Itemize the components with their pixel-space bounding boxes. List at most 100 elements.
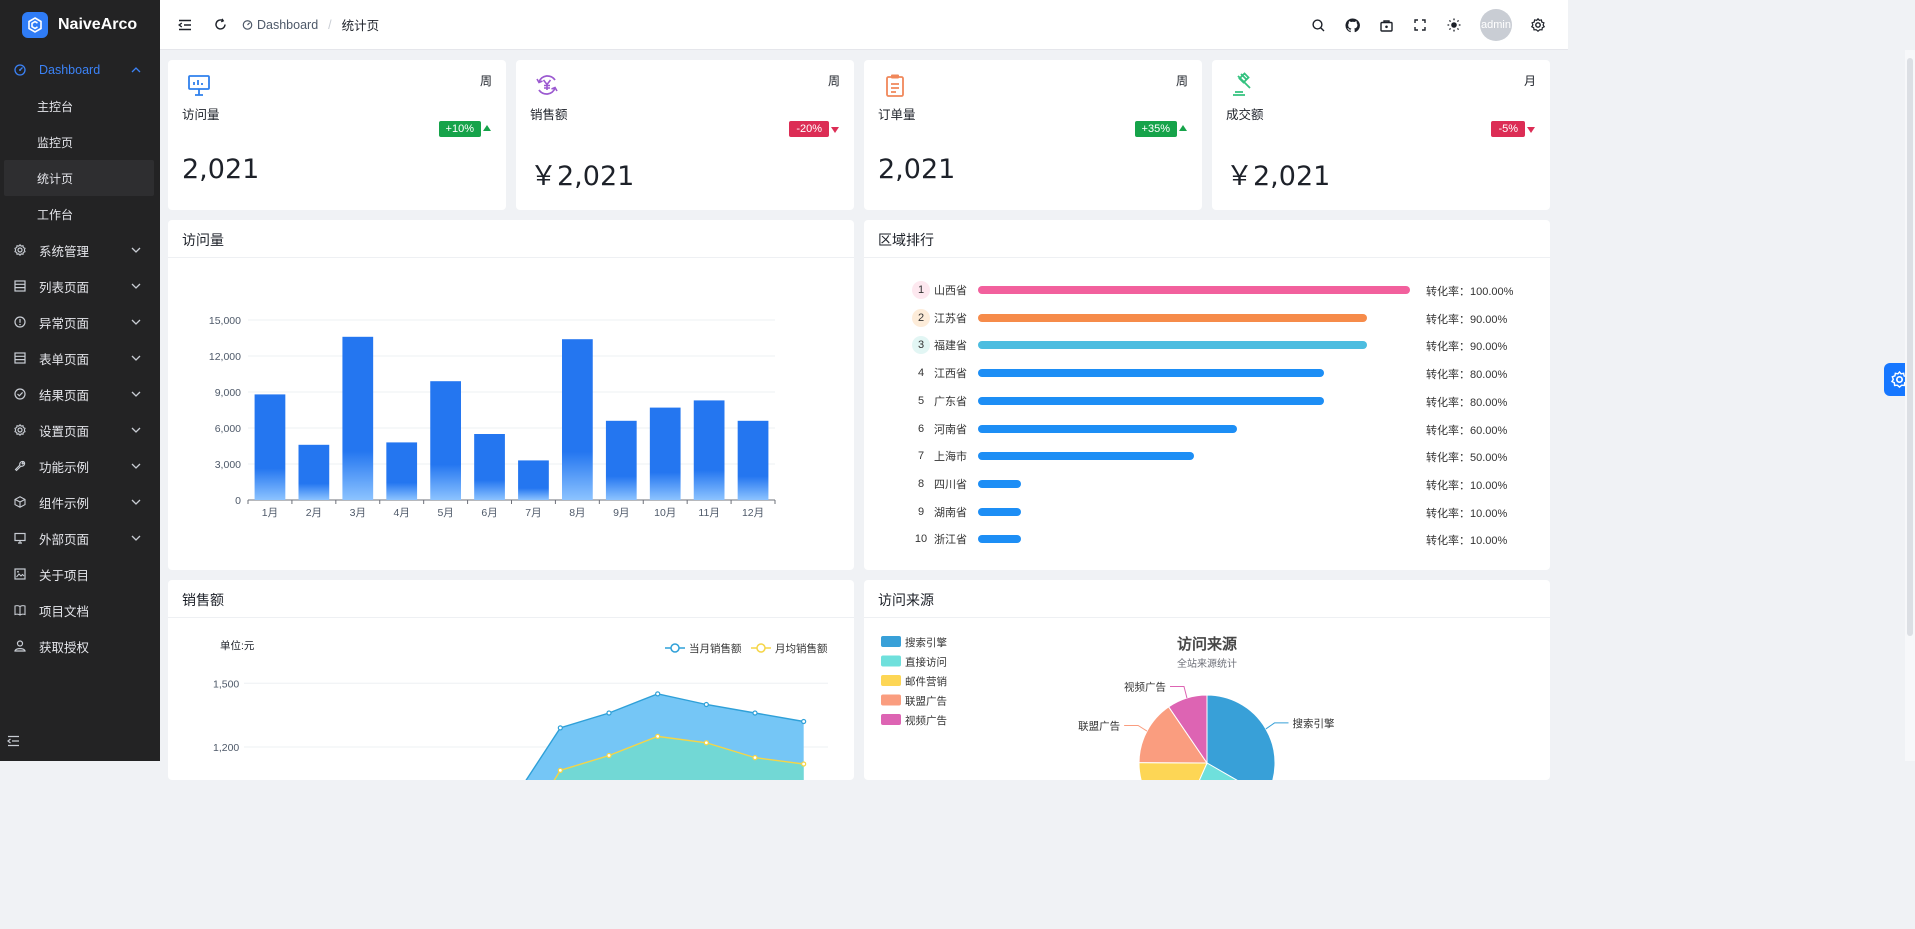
x-tick-label: 6月	[481, 507, 497, 519]
rank-rate: 转化率：10.00%	[1426, 507, 1508, 520]
rank-bar	[978, 424, 1238, 433]
triangle-up-icon	[1179, 125, 1187, 131]
rank-rate: 转化率：50.00%	[1426, 452, 1508, 465]
sidebar-item-group[interactable]: 设置页面	[0, 412, 160, 448]
sidebar-item-group[interactable]: 异常页面	[0, 304, 160, 340]
y-tick-label: 1,500	[213, 678, 239, 690]
y-tick-label: 6,000	[215, 423, 241, 435]
gear-icon	[14, 244, 26, 256]
menu-fold-icon[interactable]	[177, 17, 193, 33]
sidebar-subitem-monitor[interactable]: 监控页	[37, 135, 74, 150]
legend-swatch	[881, 714, 901, 725]
chevron-up-icon	[131, 67, 141, 73]
rank-rate: 转化率：100.00%	[1426, 286, 1514, 298]
search-icon[interactable]	[1310, 17, 1326, 33]
chevron-down-icon	[131, 355, 141, 361]
x-tick-label: 2月	[306, 507, 322, 519]
refresh-icon[interactable]	[212, 17, 228, 33]
rank-rate: 转化率：90.00%	[1426, 313, 1508, 326]
collapse-menu-icon[interactable]	[7, 735, 20, 747]
sidebar-item-dashboard[interactable]: Dashboard	[0, 52, 160, 88]
sidebar-item-group[interactable]: 组件示例	[0, 484, 160, 520]
rank-province: 河南省	[934, 423, 967, 436]
chevron-down-icon	[131, 391, 141, 397]
x-tick-label: 3月	[350, 507, 366, 519]
sidebar-item-group[interactable]: 外部页面	[0, 520, 160, 556]
divider	[168, 617, 854, 618]
sidebar-item-group[interactable]: 功能示例	[0, 448, 160, 484]
rank-bar	[978, 452, 1194, 461]
stat-label: 成交额	[1226, 108, 1264, 122]
rank-row: 9 湖南省 转化率：10.00%	[912, 503, 1524, 521]
sidebar-subitem-console[interactable]: 主控台	[37, 99, 74, 114]
data-point	[703, 740, 709, 746]
header-actions: admin	[1310, 0, 1568, 50]
theme-sun-icon[interactable]	[1446, 17, 1462, 33]
rank-row: 2 江苏省 转化率：90.00%	[912, 308, 1524, 327]
x-tick-label: 7月	[525, 507, 541, 519]
period-tag: 周	[827, 74, 840, 88]
sidebar-item-label: 结果页面	[39, 388, 90, 403]
sidebar-item-group[interactable]: 获取授权	[0, 628, 160, 664]
sidebar-item-label: 功能示例	[39, 460, 90, 475]
sidebar-item-group[interactable]: 系统管理	[0, 232, 160, 268]
legend-swatch	[881, 636, 901, 647]
page-scrollbar[interactable]	[1905, 50, 1915, 761]
form-icon	[14, 352, 26, 364]
sidebar-item-group[interactable]: 结果页面	[0, 376, 160, 412]
data-point	[557, 767, 563, 773]
sidebar-subitem-statistics[interactable]: 统计页	[4, 160, 154, 196]
sidebar-item-group[interactable]: 项目文档	[0, 592, 160, 628]
stat-value: ￥2,021	[1226, 161, 1331, 192]
divider	[864, 257, 1550, 258]
clipboard-icon	[886, 74, 904, 97]
panel-title: 区域排行	[878, 232, 934, 248]
y-tick-label: 3,000	[215, 459, 241, 471]
stat-label: 订单量	[878, 108, 916, 122]
sidebar-item-group[interactable]: 关于项目	[0, 556, 160, 592]
sidebar-item-group[interactable]: 列表页面	[0, 268, 160, 304]
rank-number: 9	[917, 505, 925, 518]
x-tick-label: 1月	[262, 507, 278, 519]
avatar[interactable]: admin	[1480, 9, 1512, 41]
gear-icon[interactable]	[1530, 17, 1546, 33]
rank-bar	[978, 369, 1324, 378]
sidebar-item-group[interactable]: 表单页面	[0, 340, 160, 376]
y-tick-label: 0	[235, 495, 241, 507]
data-point	[606, 752, 612, 759]
stat-label: 销售额	[530, 108, 568, 122]
breadcrumb-item-dashboard[interactable]: Dashboard	[257, 17, 319, 32]
logo[interactable]: NaiveArco	[0, 0, 160, 50]
rank-bar	[978, 286, 1410, 294]
stat-card: 周销售额 -20% ￥2,021	[516, 60, 854, 210]
rank-row: 6 河南省 转化率：60.00%	[912, 420, 1524, 438]
sidebar-subitem-workplace[interactable]: 工作台	[37, 207, 74, 222]
pie-slice	[1138, 762, 1208, 780]
triangle-down-icon	[831, 127, 839, 133]
sidebar-item-label: 异常页面	[39, 316, 90, 331]
breadcrumb-separator: /	[328, 17, 332, 32]
panel-title: 访问来源	[878, 592, 934, 608]
rank-rate: 转化率：90.00%	[1426, 341, 1508, 354]
legend-label: 当月销售额	[689, 642, 742, 655]
rank-row: 5 广东省 转化率：80.00%	[912, 392, 1524, 410]
fullscreen-icon[interactable]	[1412, 17, 1428, 33]
lock-screen-icon[interactable]	[1378, 17, 1394, 33]
y-tick-label: 15,000	[209, 315, 241, 327]
triangle-up-icon	[483, 125, 491, 131]
rank-bar	[978, 479, 1022, 488]
chevron-down-icon	[131, 319, 141, 325]
legend-label: 邮件营销	[905, 675, 947, 688]
bar	[298, 444, 330, 500]
pie-slice	[1206, 694, 1276, 780]
bar	[254, 394, 286, 500]
github-icon[interactable]	[1344, 17, 1360, 33]
scrollbar-thumb[interactable]	[1907, 58, 1913, 636]
stat-value: ￥2,021	[530, 161, 635, 192]
source-pie-chart: 搜索引擎直接访问邮件营销联盟广告视频广告访问来源全站来源统计搜索引擎联盟广告视频…	[881, 635, 1335, 780]
sidebar-item-label: 列表页面	[39, 280, 90, 295]
bar	[649, 407, 681, 500]
label-leader-line	[1169, 686, 1188, 699]
sidebar-item-label: 系统管理	[39, 244, 90, 259]
